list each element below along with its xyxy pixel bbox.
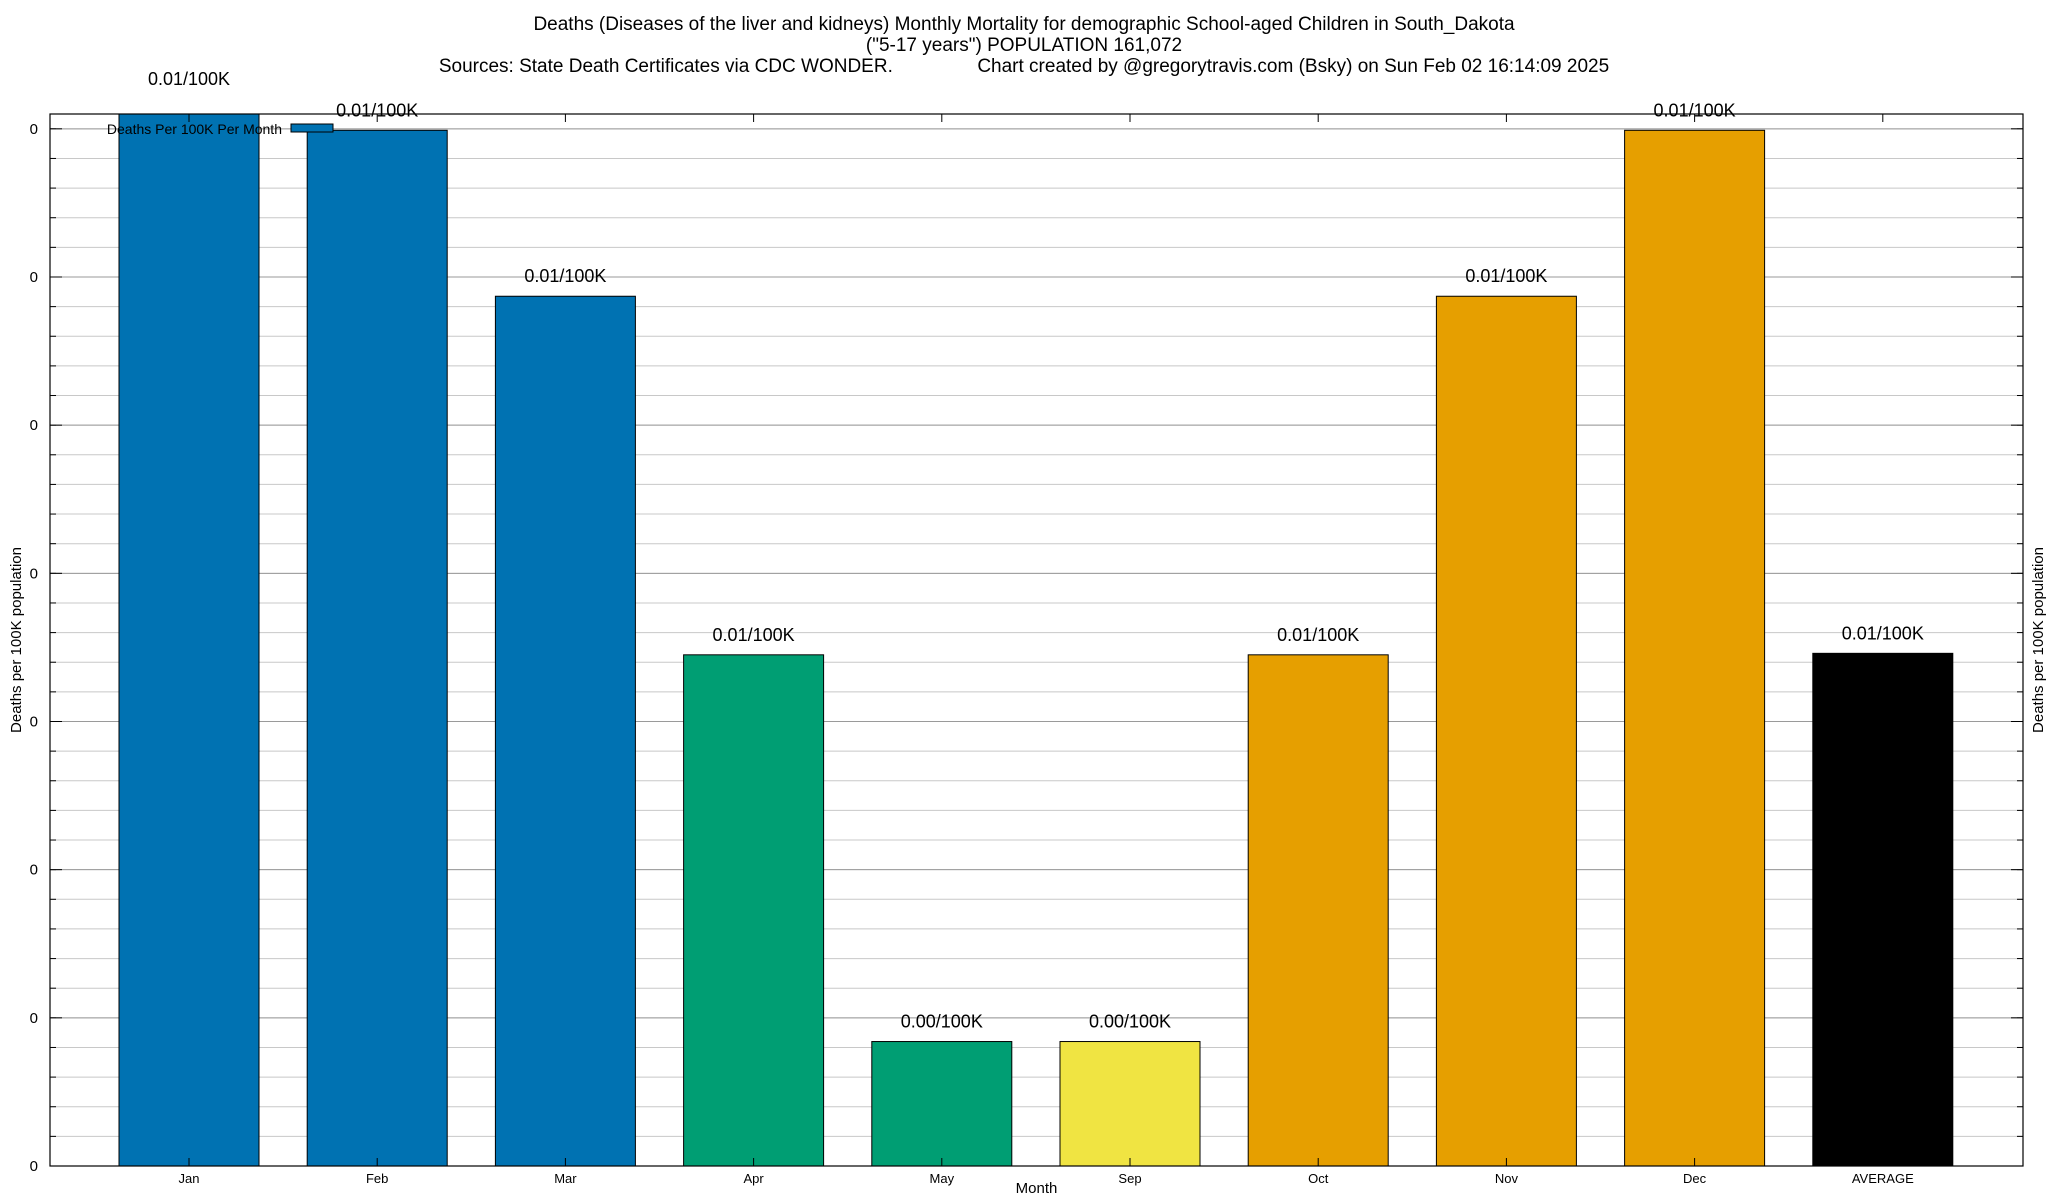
x-tick-label: Mar — [554, 1171, 577, 1186]
y-tick-label: 0 — [30, 565, 38, 582]
chart-title-line-2: ("5-17 years") POPULATION 161,072 — [865, 35, 1183, 56]
x-axis-title: Month — [1016, 1180, 1058, 1197]
x-tick-label: Feb — [366, 1171, 388, 1186]
data-label: 0.01/100K — [336, 100, 418, 120]
x-tick-label: AVERAGE — [1852, 1171, 1914, 1186]
chart-title-line-3: Sources: State Death Certificates via CD… — [438, 56, 1610, 77]
x-tick-label: Apr — [743, 1171, 764, 1186]
bar-average — [1812, 652, 1954, 1167]
data-label: 0.01/100K — [713, 625, 795, 645]
y-axis-title-left: Deaths per 100K population — [8, 547, 25, 733]
y-tick-label: 0 — [30, 1158, 38, 1175]
y-axis-title-right: Deaths per 100K population — [2030, 547, 2047, 733]
y-tick-label: 0 — [30, 862, 38, 879]
plot-border — [49, 113, 2024, 1167]
data-label: 0.01/100K — [1277, 625, 1359, 645]
y-tick-label: 0 — [30, 121, 38, 138]
x-tick-label: Sep — [1118, 1171, 1141, 1186]
bar-sep — [1059, 1041, 1201, 1167]
data-label: 0.01/100K — [148, 69, 230, 89]
bar-feb — [306, 129, 448, 1167]
legend-swatch — [290, 123, 334, 133]
x-tick-label: Dec — [1683, 1171, 1707, 1186]
x-tick-label: Oct — [1308, 1171, 1329, 1186]
y-tick-label: 0 — [30, 1010, 38, 1027]
data-label: 0.01/100K — [1842, 623, 1924, 643]
x-tick-label: Jan — [179, 1171, 200, 1186]
x-tick-label: Nov — [1495, 1171, 1519, 1186]
x-tick-label: May — [930, 1171, 955, 1186]
bar-apr — [683, 654, 825, 1167]
data-label: 0.00/100K — [901, 1012, 983, 1032]
data-label: 0.01/100K — [524, 266, 606, 286]
bar-oct — [1247, 654, 1389, 1167]
bar-may — [871, 1041, 1013, 1167]
bar-dec — [1624, 129, 1766, 1167]
legend-label: Deaths Per 100K Per Month — [107, 121, 282, 137]
y-tick-label: 0 — [30, 713, 38, 730]
data-label: 0.00/100K — [1089, 1012, 1171, 1032]
data-label: 0.01/100K — [1465, 266, 1547, 286]
bar-jan — [118, 113, 260, 1167]
data-label: 0.01/100K — [1654, 100, 1736, 120]
y-tick-label: 0 — [30, 269, 38, 286]
bar-mar — [494, 295, 636, 1167]
y-tick-label: 0 — [30, 417, 38, 434]
bar-nov — [1435, 295, 1577, 1167]
chart-title-line-1: Deaths (Diseases of the liver and kidney… — [533, 14, 1515, 35]
